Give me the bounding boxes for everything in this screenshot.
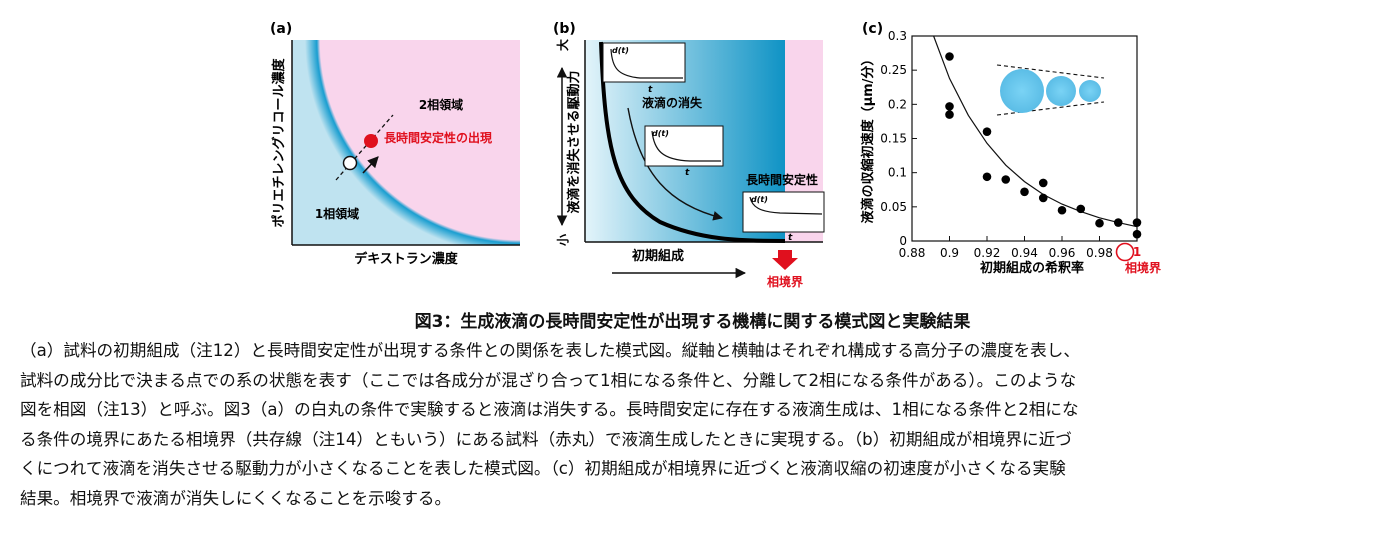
x-tick-label: 0.88 — [899, 246, 926, 260]
caption-line: 試料の成分比で決まる点での系の状態を表す（ここでは各成分が混ざり合って1相になる… — [20, 370, 1077, 390]
data-point — [945, 52, 954, 61]
inset-3-xlabel: t — [788, 233, 793, 243]
panel-c: (c) 0.88 0.9 0.92 0.94 0.96 0.98 1 0 0.05 0.1 0.15… — [860, 21, 1161, 276]
data-point — [1095, 218, 1104, 228]
y-tick-label: 0.2 — [888, 97, 907, 111]
data-point — [982, 127, 992, 136]
region-two-phase-label: 2相領域 — [419, 97, 463, 112]
panel-a-xlabel: デキストラン濃度 — [354, 251, 459, 267]
y-top-label: 大 — [555, 39, 570, 51]
panel-c-xlabel: 初期組成の希釈率 — [980, 260, 1084, 276]
boundary-tick-highlight — [1115, 242, 1135, 262]
phase-boundary-label-c: 相境界 — [1125, 260, 1161, 275]
droplet-small — [1079, 80, 1101, 102]
inset-2-xlabel: t — [685, 168, 690, 178]
red-point — [364, 134, 378, 148]
droplet-medium — [1046, 76, 1076, 106]
data-point — [945, 110, 954, 119]
inset-1-ylabel: d(t) — [612, 46, 629, 55]
dilution-line — [335, 114, 394, 181]
data-point — [1038, 193, 1048, 203]
data-point — [982, 172, 992, 182]
droplet-shrink-illustration — [996, 64, 1105, 116]
caption-line: くにつれて液滴を消失させる駆動力が小さくなることを表した模式図。（c）初期組成が… — [20, 459, 1066, 478]
panel-a-ylabel: ポリエチレングリコール濃度 — [271, 58, 287, 228]
figure-caption: （a）試料の初期組成（注12）と長時間安定性が出現する条件との関係を表した模式図… — [20, 336, 1370, 513]
approach-arrow — [362, 156, 379, 174]
x-tick-label: 0.9 — [940, 246, 959, 260]
driving-force-curve — [599, 41, 786, 243]
inset-1: d(t) t — [602, 42, 686, 95]
data-points — [945, 52, 1142, 239]
data-point — [1132, 229, 1142, 239]
caption-line: 結果。相境界で液滴が消失しにくくなることを示唆する。 — [20, 488, 452, 508]
text-disappear: 液滴の消失 — [642, 95, 703, 110]
panel-b-ylabel: 液滴を消失させる駆動力 — [566, 70, 582, 213]
data-point — [1020, 187, 1029, 197]
white-point — [342, 155, 358, 171]
panel-b-xlabel: 初期組成 — [632, 248, 684, 264]
phase-boundary-arrow — [772, 250, 798, 270]
data-point — [1038, 178, 1048, 188]
text-stable: 長時間安定性 — [746, 172, 818, 187]
inset-2: d(t) t — [644, 125, 724, 178]
x-tick-label: 0.94 — [1011, 246, 1038, 260]
data-point — [1076, 204, 1086, 214]
data-point — [1132, 218, 1142, 227]
inset-2-ylabel: d(t) — [652, 129, 669, 138]
figure-title: 図3：生成液滴の長時間安定性が出現する機構に関する模式図と実験結果 — [414, 312, 971, 332]
panel-b-label: (b) — [553, 21, 576, 37]
caption-line: （a）試料の初期組成（注12）と長時間安定性が出現する条件との関係を表した模式図… — [20, 341, 1080, 360]
two-phase-region — [292, 40, 520, 245]
y-tick-label: 0.15 — [880, 132, 907, 146]
panel-b: (b) 大 小 液滴を消失させる駆動力 液滴の消失 長時間安定性 d(t) t … — [553, 21, 825, 289]
y-tick-label: 0.05 — [880, 200, 907, 214]
inset-3: d(t) t — [742, 191, 825, 243]
y-bottom-label: 小 — [555, 234, 570, 246]
red-point-label: 長時間安定性の出現 — [384, 130, 492, 145]
plot-axes: 0.88 0.9 0.92 0.94 0.96 0.98 1 0 0.05 0.1 0.15 0.2 0… — [880, 29, 1141, 260]
y-tick-label: 0.1 — [888, 166, 907, 180]
inset-3-ylabel: d(t) — [751, 195, 768, 204]
x-tick-label: 0.96 — [1049, 246, 1076, 260]
x-tick-label: 0.92 — [974, 246, 1001, 260]
data-point — [1113, 218, 1123, 227]
caption-line: る条件の境界にあたる相境界（共存線（注14）ともいう）にある試料（赤丸）で液滴生… — [20, 429, 1072, 449]
x-tick-label: 0.98 — [1086, 246, 1113, 260]
data-point — [1057, 205, 1067, 215]
data-point — [945, 102, 954, 111]
inset-1-xlabel: t — [648, 85, 653, 95]
panel-a-label: (a) — [270, 21, 292, 37]
fit-curve — [933, 35, 1138, 228]
panel-a: (a) ポリエチレングリコール濃度 デキストラン濃度 2相領域 1相領域 長時間… — [270, 21, 520, 267]
data-point — [1001, 175, 1011, 184]
progress-arrow — [627, 107, 723, 221]
figure-panels: (a) ポリエチレングリコール濃度 デキストラン濃度 2相領域 1相領域 長時間… — [270, 21, 1161, 289]
panel-c-label: (c) — [862, 21, 883, 37]
droplet-large — [1000, 69, 1044, 113]
panel-c-ylabel: 液滴の収縮初速度（μm/分） — [860, 53, 876, 224]
region-one-phase-label: 1相領域 — [315, 206, 359, 221]
y-tick-label: 0 — [899, 234, 907, 248]
y-tick-label: 0.3 — [888, 29, 907, 43]
phase-boundary-label-b: 相境界 — [767, 274, 803, 289]
caption-line: 図を相図（注13）と呼ぶ。図3（a）の白丸の条件で実験すると液滴は消失する。長時… — [20, 400, 1079, 419]
phase-diagram-area — [292, 40, 520, 245]
y-tick-label: 0.25 — [880, 63, 907, 77]
x-tick-label: 1 — [1133, 245, 1141, 259]
